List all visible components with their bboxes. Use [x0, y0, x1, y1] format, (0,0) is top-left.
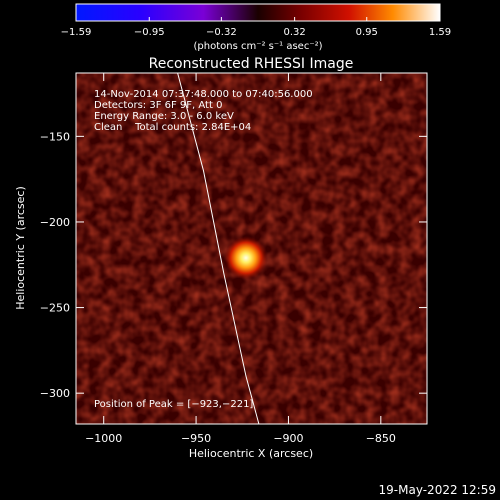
solar-limb: [177, 73, 260, 424]
info-block: 14-Nov-2014 07:37:48.000 to 07:40:56.000…: [94, 89, 313, 133]
colorbar-ticks: −1.59 −0.95 −0.32 0.32 0.95 1.59: [61, 17, 451, 38]
colorbar: [75, 3, 441, 22]
y-axis-ticks: −300 −250 −200 −150: [40, 130, 427, 400]
x-tick-label: −950: [181, 432, 211, 445]
image-area: [76, 73, 427, 424]
peak-position-label: Position of Peak = [−923,−221]: [94, 399, 253, 410]
colorbar-tick-label: 0.32: [283, 27, 305, 38]
x-tick-label: −850: [366, 432, 396, 445]
x-axis-ticks: −1000 −950 −900 −850: [85, 73, 396, 445]
plot-frame: [75, 72, 428, 425]
y-tick-label: −300: [40, 387, 70, 400]
y-tick-label: −250: [40, 302, 70, 315]
colorbar-tick-label: −0.32: [206, 27, 237, 38]
colorbar-tick-label: 1.59: [429, 27, 451, 38]
colorbar-tick-label: −1.59: [61, 27, 92, 38]
footer-timestamp: 19-May-2022 12:59: [379, 483, 496, 497]
y-tick-label: −150: [40, 130, 70, 143]
x-axis-label: Heliocentric X (arcsec): [189, 447, 313, 460]
colorbar-tick-label: 0.95: [356, 27, 378, 38]
x-tick-label: −900: [273, 432, 303, 445]
chart-title: Reconstructed RHESSI Image: [149, 56, 354, 72]
colorbar-tick-label: −0.95: [134, 27, 165, 38]
y-axis-label: Heliocentric Y (arcsec): [14, 186, 27, 310]
info-line-clean: Clean Total counts: 2.84E+04: [94, 122, 251, 133]
x-tick-label: −1000: [85, 432, 122, 445]
peak-source: [223, 235, 268, 280]
info-line-energy: Energy Range: 3.0 - 6.0 keV: [94, 111, 234, 122]
colorbar-unit-label: (photons cm⁻² s⁻¹ asec⁻²): [193, 41, 322, 52]
info-line-detectors: Detectors: 3F 6F 9F, Att 0: [94, 100, 222, 111]
info-line-time: 14-Nov-2014 07:37:48.000 to 07:40:56.000: [94, 89, 313, 100]
y-tick-label: −200: [40, 216, 70, 229]
